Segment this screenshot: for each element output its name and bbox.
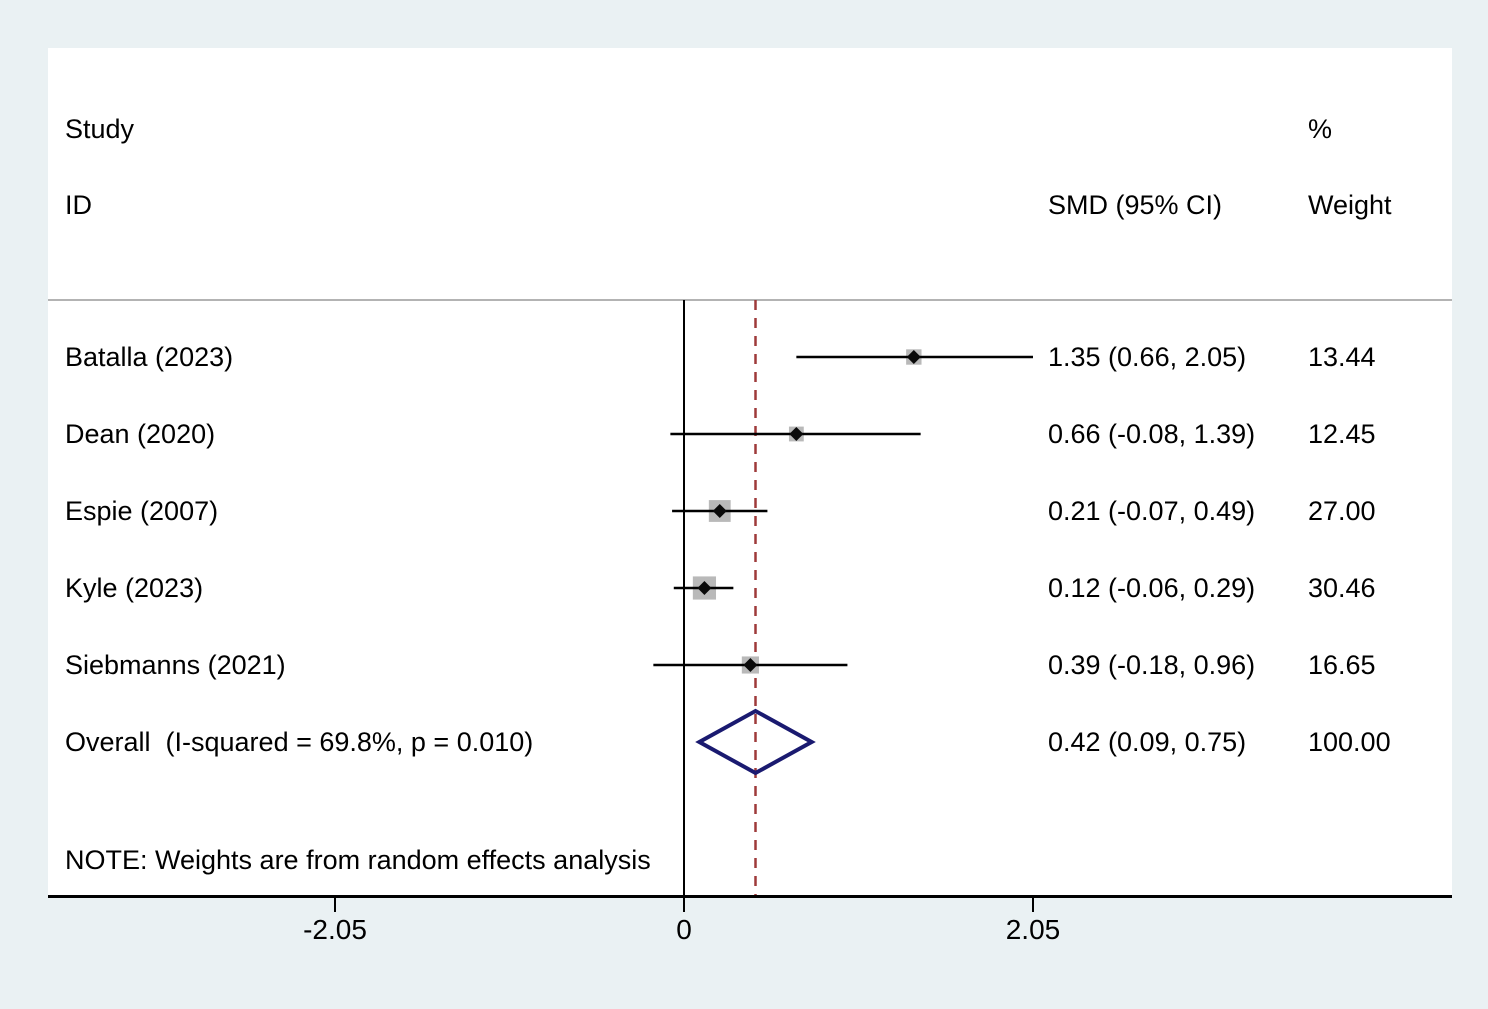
header-id: ID: [65, 190, 92, 220]
smd-ci-value: 1.35 (0.66, 2.05): [1048, 342, 1247, 372]
study-label: Dean (2020): [65, 419, 216, 449]
study-label: Espie (2007): [65, 496, 219, 526]
weight-value: 27.00: [1308, 496, 1376, 526]
axis-tick-label: 0: [676, 914, 692, 945]
effect-marker: [789, 427, 804, 441]
smd-ci-value: 0.66 (-0.08, 1.39): [1048, 419, 1256, 449]
axis-tick-label: -2.05: [303, 914, 367, 945]
weight-value: 16.65: [1308, 650, 1376, 680]
effect-marker: [906, 350, 921, 364]
effect-marker: [743, 658, 758, 672]
header-study: Study: [65, 114, 135, 144]
weight-value: 30.46: [1308, 573, 1376, 603]
overall-weight-value: 100.00: [1308, 727, 1391, 757]
header-percent: %: [1308, 114, 1333, 144]
weight-value: 13.44: [1308, 342, 1376, 372]
overall-label: Overall (I-squared = 69.8%, p = 0.010): [65, 727, 534, 757]
study-label: Batalla (2023): [65, 342, 234, 372]
smd-ci-value: 0.39 (-0.18, 0.96): [1048, 650, 1256, 680]
x-axis-line: [48, 895, 1452, 898]
header-weight: Weight: [1308, 190, 1392, 220]
effect-marker: [712, 504, 727, 518]
plot-background: [48, 48, 1452, 896]
smd-ci-value: 0.12 (-0.06, 0.29): [1048, 573, 1256, 603]
study-label: Kyle (2023): [65, 573, 204, 603]
overall-smd-ci-value: 0.42 (0.09, 0.75): [1048, 727, 1247, 757]
smd-ci-value: 0.21 (-0.07, 0.49): [1048, 496, 1256, 526]
axis-tick-label: 2.05: [1005, 914, 1061, 945]
study-label: Siebmanns (2021): [65, 650, 286, 680]
overall-diamond: [695, 708, 816, 776]
header-smd-ci: SMD (95% CI): [1048, 190, 1223, 220]
header-separator-line: [48, 299, 1452, 301]
effect-marker: [697, 581, 712, 595]
weight-value: 12.45: [1308, 419, 1376, 449]
note-text: NOTE: Weights are from random effects an…: [65, 845, 651, 875]
